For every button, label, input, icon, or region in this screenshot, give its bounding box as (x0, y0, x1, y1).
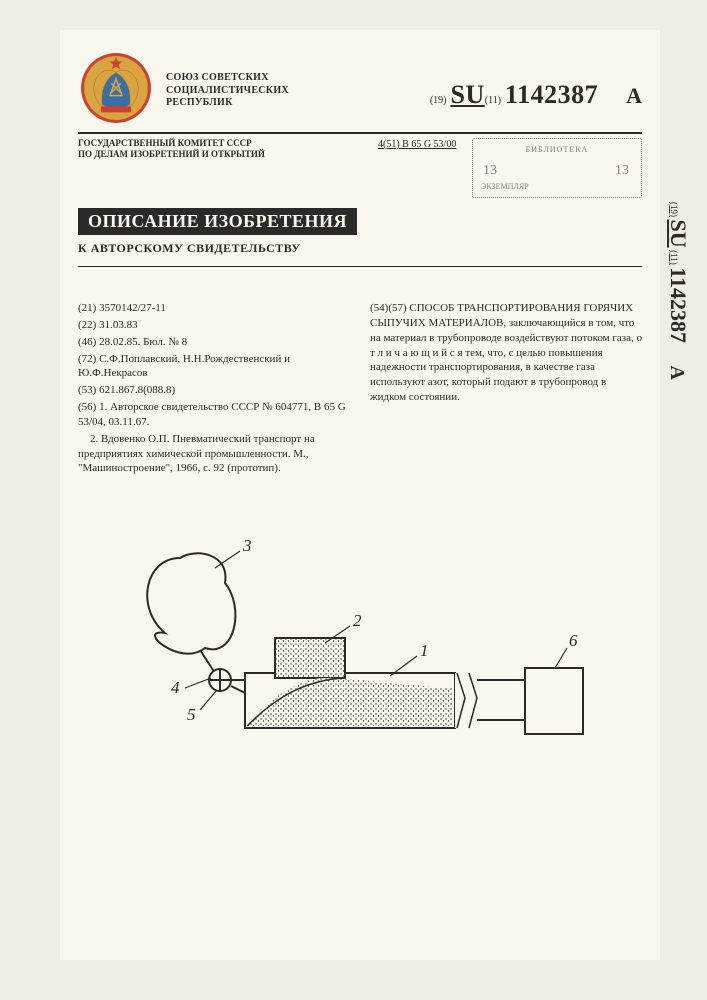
field-22: (22) 31.03.83 (78, 318, 350, 333)
body-columns: (21) 3570142/27-11 (22) 31.03.83 (46) 28… (78, 301, 642, 478)
field-72: (72) С.Ф.Поплавский, Н.Н.Рождественский … (78, 352, 350, 382)
title-main: ОПИСАНИЕ ИЗОБРЕТЕНИЯ (78, 208, 357, 235)
title-block: ОПИСАНИЕ ИЗОБРЕТЕНИЯ К АВТОРСКОМУ СВИДЕТ… (78, 208, 642, 256)
side-number: 1142387 (666, 267, 691, 343)
doc-number-block: (19) SU(11) 1142387 A (430, 50, 642, 110)
title-sub: К АВТОРСКОМУ СВИДЕТЕЛЬСТВУ (78, 241, 642, 256)
fig-label-6: 6 (569, 631, 578, 650)
stamp-line1: БИБЛИОТЕКА (481, 145, 633, 154)
patent-page: СОЮЗ СОВЕТСКИХ СОЦИАЛИСТИЧЕСКИХ РЕСПУБЛИ… (60, 30, 660, 960)
fig-label-5: 5 (187, 705, 196, 724)
ussr-emblem-icon (78, 50, 154, 126)
fig-label-3: 3 (242, 536, 252, 555)
side-doc-number: (19) SU (11) 1142387 A (665, 202, 691, 380)
stamp-num-left: 13 (483, 163, 497, 179)
doc-mid: (11) (485, 95, 501, 106)
side-prefix: (19) (669, 202, 679, 217)
left-column: (21) 3570142/27-11 (22) 31.03.83 (46) 28… (78, 301, 350, 478)
header-row: СОЮЗ СОВЕТСКИХ СОЦИАЛИСТИЧЕСКИХ РЕСПУБЛИ… (78, 50, 642, 126)
side-kind: A (666, 346, 688, 380)
doc-kind: A (602, 83, 642, 108)
doc-country: SU (450, 80, 484, 109)
committee-name: ГОСУДАРСТВЕННЫЙ КОМИТЕТ СССР ПО ДЕЛАМ ИЗ… (78, 138, 338, 161)
doc-prefix: (19) (430, 95, 447, 106)
fig-label-4: 4 (171, 678, 180, 697)
field-53: (53) 621.867.8(088.8) (78, 383, 350, 398)
side-mid: (11) (669, 250, 679, 265)
divider-mid (78, 266, 642, 267)
doc-number: 1142387 (505, 80, 598, 109)
right-column: (54)(57) СПОСОБ ТРАНСПОРТИРОВАНИЯ ГОРЯЧИ… (370, 301, 642, 478)
fig-label-1: 1 (420, 641, 429, 660)
diagram-icon: 3 2 1 4 5 6 (125, 528, 595, 778)
field-56-2: 2. Вдовенко О.П. Пневматический транспор… (78, 432, 350, 477)
field-56-1: (56) 1. Авторское свидетельство СССР № 6… (78, 400, 350, 430)
side-country: SU (666, 219, 691, 247)
stamp-num-right: 13 (615, 163, 629, 179)
subheader-row: ГОСУДАРСТВЕННЫЙ КОМИТЕТ СССР ПО ДЕЛАМ ИЗ… (78, 138, 642, 198)
fig-label-2: 2 (353, 611, 362, 630)
ipc-class: 4(51) В 65 G 53/00 (348, 138, 456, 150)
issuing-org: СОЮЗ СОВЕТСКИХ СОЦИАЛИСТИЧЕСКИХ РЕСПУБЛИ… (166, 50, 336, 110)
stamp-line2: ЭКЗЕМПЛЯР (481, 182, 529, 191)
abstract: (54)(57) СПОСОБ ТРАНСПОРТИРОВАНИЯ ГОРЯЧИ… (370, 301, 642, 405)
field-46: (46) 28.02.85. Бюл. № 8 (78, 335, 350, 350)
field-21: (21) 3570142/27-11 (78, 301, 350, 316)
library-stamp: БИБЛИОТЕКА 13 13 ЭКЗЕМПЛЯР (472, 138, 642, 198)
figure: 3 2 1 4 5 6 (78, 528, 642, 778)
divider-top (78, 132, 642, 134)
